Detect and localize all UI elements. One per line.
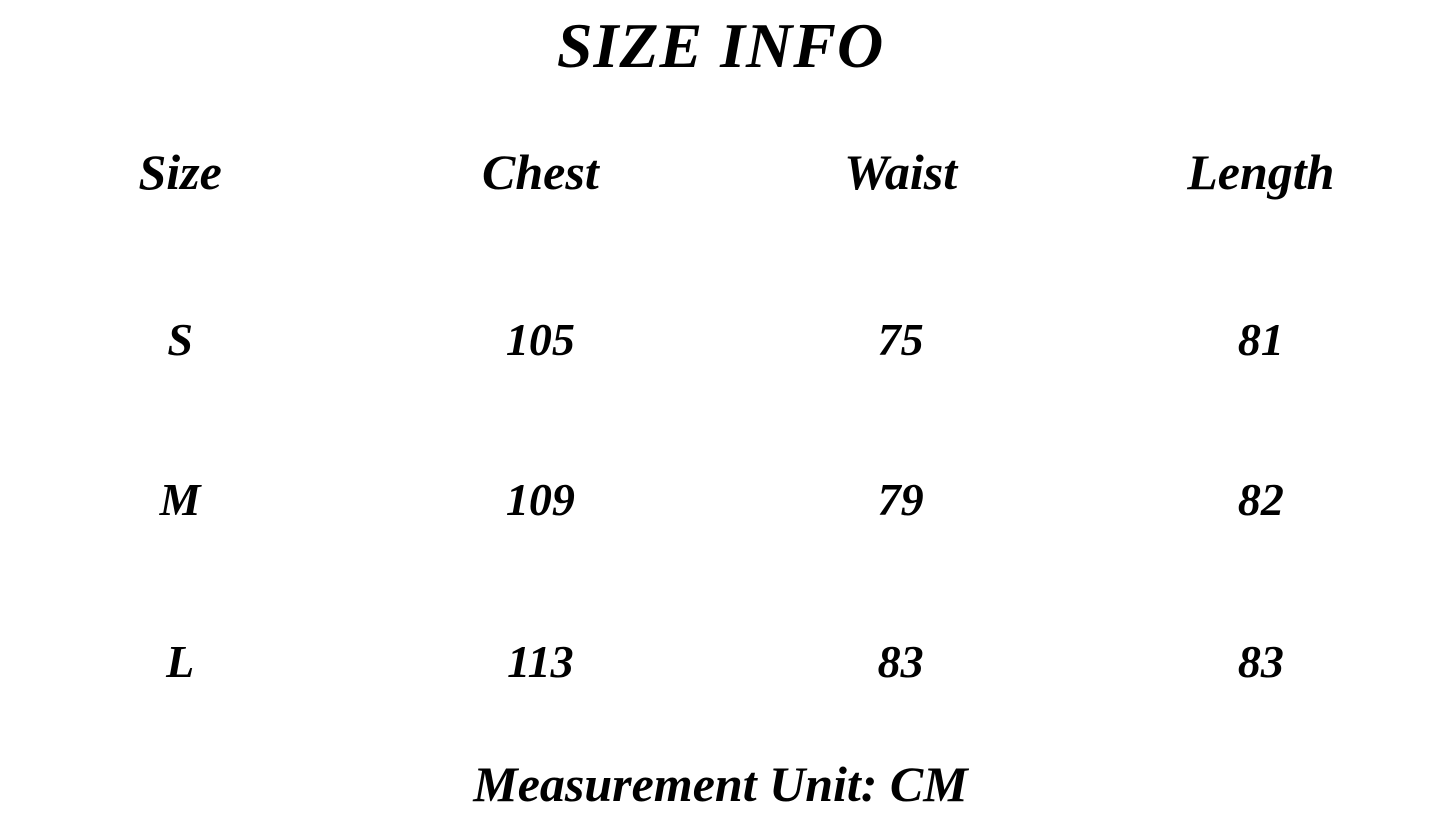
table-row-m: M 109 79 82 [0,460,1441,540]
cell-chest: 105 [505,314,575,365]
cell-length: 81 [1237,314,1284,365]
table-row-s: S 105 75 81 [0,300,1441,380]
cell-size: L [166,636,195,687]
page-title: SIZE INFO [556,10,885,81]
cell-length: 82 [1237,474,1284,525]
cell-chest: 113 [507,636,574,687]
cell-waist: 83 [877,636,924,687]
measurement-unit-note: Measurement Unit: CM [473,756,968,812]
header-chest: Chest [482,144,599,200]
header-size: Size [138,144,222,200]
cell-waist: 79 [877,474,924,525]
cell-length: 83 [1237,636,1284,687]
size-table-header-row: Size Chest Waist Length [0,132,1441,212]
cell-size: S [167,314,193,365]
cell-size: M [159,474,201,525]
cell-waist: 75 [877,314,924,365]
header-waist: Waist [844,144,958,200]
table-row-l: L 113 83 83 [0,622,1441,702]
cell-chest: 109 [505,474,575,525]
header-length: Length [1187,144,1335,200]
